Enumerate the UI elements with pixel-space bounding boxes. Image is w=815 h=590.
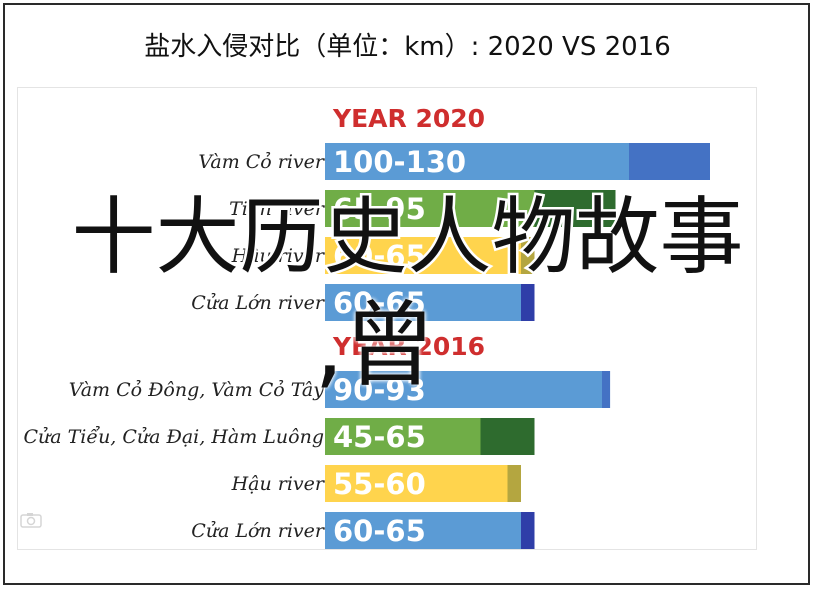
bar-0-0: [325, 143, 629, 180]
bar-1-2: [325, 465, 508, 502]
year-heading-0: YEAR 2020: [332, 104, 485, 133]
bar-1-1: [325, 418, 481, 455]
bar-1-3: [325, 512, 521, 549]
bar-value-label-1-2: 55-60: [333, 467, 426, 501]
bar-chart: YEAR 2020 100-130 Vàm Cỏ river 65-95 Tiền ri…: [23, 104, 710, 549]
bar-value-label-1-3: 60-65: [333, 514, 426, 548]
bar-0-3: [325, 284, 521, 321]
category-label-1-3: Cửa Lớn river: [191, 520, 326, 542]
category-label-0-1: Tiền river: [229, 198, 326, 220]
year-heading-1: YEAR 2016: [332, 332, 485, 361]
bar-value-label-0-1: 65-95: [333, 192, 426, 226]
bar-value-label-0-0: 100-130: [333, 145, 466, 179]
bar-value-label-0-3: 60-65: [333, 286, 426, 320]
plot-area: YEAR 2020 100-130 Vàm Cỏ river 65-95 Tiền ri…: [17, 87, 757, 550]
category-label-1-0: Vàm Cỏ Đông, Vàm Cỏ Tây: [69, 379, 325, 401]
chart-title: 盐水入侵对比（单位：km）: 2020 VS 2016: [144, 32, 671, 62]
category-label-0-3: Cửa Lớn river: [191, 292, 326, 314]
category-label-0-0: Vàm Cỏ river: [198, 151, 326, 173]
bar-value-label-1-0: 90-93: [333, 373, 426, 407]
category-label-0-2: Hậu river: [231, 245, 326, 267]
camera-watermark-icon: [20, 513, 42, 528]
bar-value-label-0-2: 60-65: [333, 239, 426, 273]
bar-value-label-1-1: 45-65: [333, 420, 426, 454]
category-label-1-1: Cửa Tiểu, Cửa Đại, Hàm Luông: [23, 426, 324, 448]
bar-1-0: [325, 371, 602, 408]
bar-0-2: [325, 237, 521, 274]
bar-0-1: [325, 190, 535, 227]
category-label-1-2: Hậu river: [231, 473, 326, 495]
